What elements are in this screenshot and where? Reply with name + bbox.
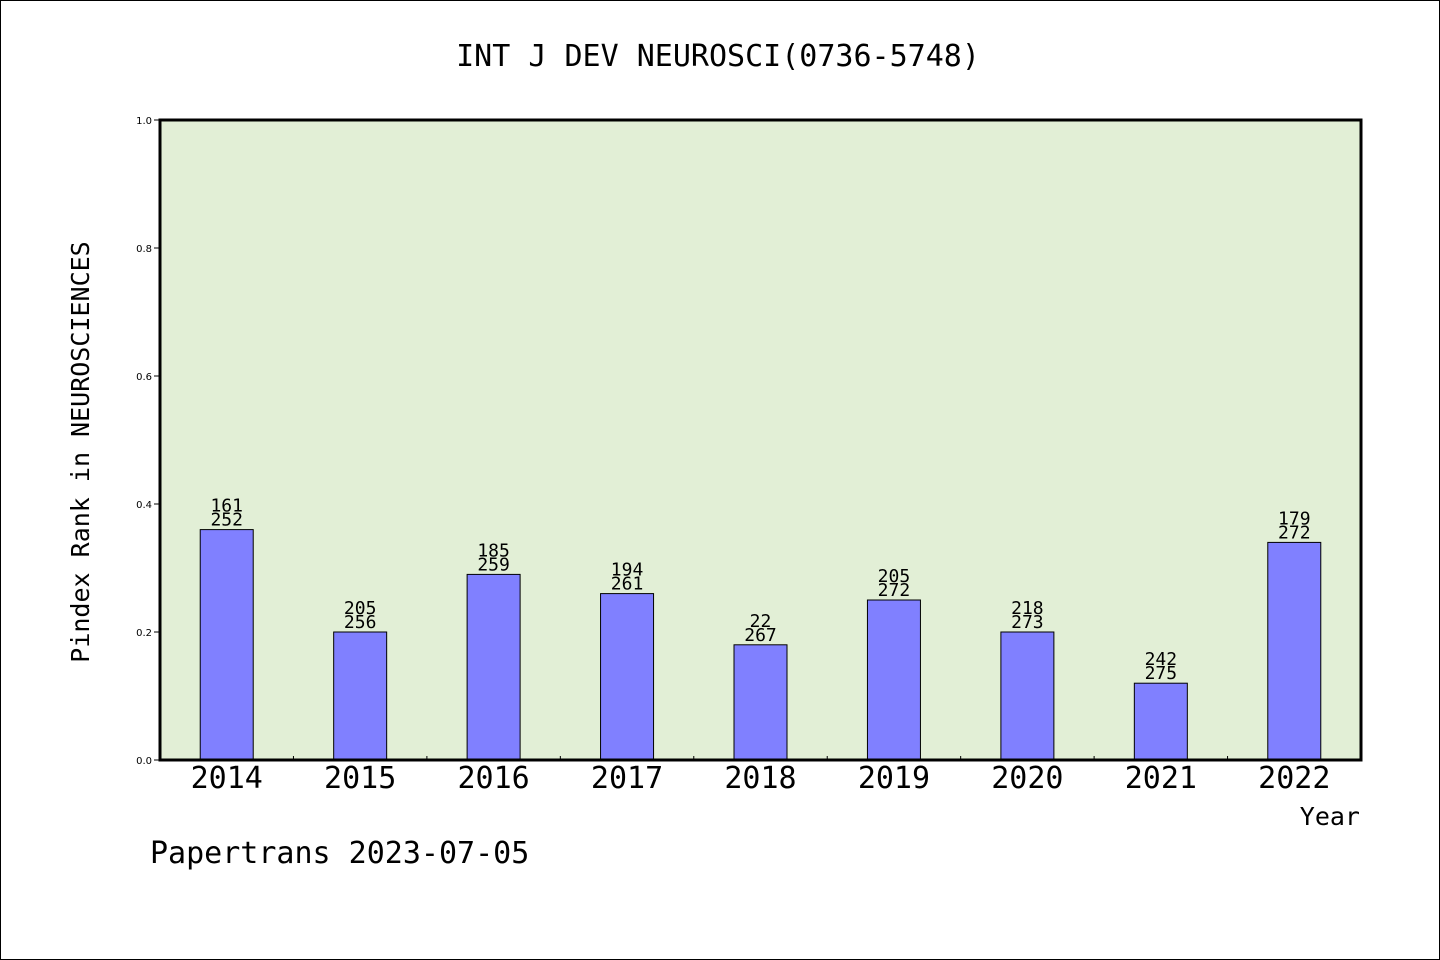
x-tick-label: 2015 <box>324 761 396 796</box>
bar-rank-label: 179 <box>1278 508 1311 529</box>
bar-rank-label: 22 <box>750 611 772 632</box>
bar-rank-label: 242 <box>1145 649 1178 670</box>
x-tick-label: 2021 <box>1125 761 1197 796</box>
y-tick-label: 0.2 <box>136 628 152 639</box>
bar <box>866 599 921 761</box>
bar <box>733 644 788 761</box>
bar <box>600 593 655 761</box>
x-tick-label: 2014 <box>191 761 263 796</box>
bar <box>1133 682 1188 761</box>
y-tick-label: 1.0 <box>136 116 152 127</box>
bar-total-label: 256 <box>344 612 377 633</box>
chart-title: INT J DEV NEUROSCI(0736-5748) <box>456 39 980 74</box>
y-tick-label: 0.8 <box>136 244 152 255</box>
bar-rank-label: 205 <box>344 598 377 619</box>
bar-total-label: 275 <box>1145 663 1178 684</box>
footer-watermark: Papertrans 2023-07-05 <box>150 836 529 871</box>
bar-total-label: 273 <box>1011 612 1044 633</box>
x-axis: 2014 2015 2016 2017 2018 2019 2020 2021 2022 <box>191 756 1330 796</box>
y-axis: 0.0 0.2 0.4 0.6 0.8 1.0 <box>136 116 160 767</box>
bar <box>466 573 521 761</box>
x-tick-label: 2019 <box>858 761 930 796</box>
bar <box>333 631 388 761</box>
bar <box>1000 631 1055 761</box>
bar-total-label: 272 <box>1278 522 1311 543</box>
bar-rank-label: 194 <box>611 560 644 581</box>
bar <box>1267 541 1322 761</box>
bar-rank-label: 161 <box>210 496 243 517</box>
plot-border <box>158 118 1363 762</box>
x-tick-label: 2020 <box>991 761 1063 796</box>
x-axis-label: Year <box>1300 802 1360 831</box>
x-tick-label: 2022 <box>1258 761 1330 796</box>
bar-total-label: 252 <box>210 510 243 531</box>
bar-rank-label: 185 <box>477 540 510 561</box>
y-axis-label: Pindex Rank in NEUROSCIENCES <box>66 241 95 662</box>
bar-rank-label: 218 <box>1011 598 1044 619</box>
x-tick-label: 2018 <box>724 761 796 796</box>
x-tick-label: 2017 <box>591 761 663 796</box>
bar <box>199 529 254 761</box>
bar-total-label: 261 <box>611 574 644 595</box>
bar-total-label: 267 <box>744 625 777 646</box>
y-tick-label: 0.6 <box>136 372 152 383</box>
bar-total-label: 272 <box>878 580 911 601</box>
y-tick-label: 0.4 <box>136 500 152 511</box>
bar-rank-label: 205 <box>878 566 911 587</box>
bar-total-label: 259 <box>477 554 510 575</box>
y-tick-label: 0.0 <box>136 756 152 767</box>
x-tick-label: 2016 <box>457 761 529 796</box>
